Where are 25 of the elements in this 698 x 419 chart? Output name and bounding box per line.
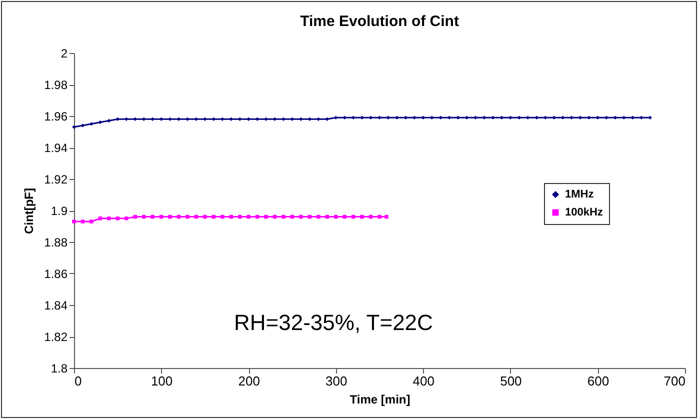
y-tick-label: 1.92 [44, 172, 68, 186]
x-tick-label: 500 [500, 374, 522, 388]
x-tick-label: 400 [412, 374, 434, 388]
legend-label: 100kHz [565, 206, 604, 218]
y-tick-label: 1.8 [50, 362, 68, 376]
y-tick-label: 1.9 [50, 204, 68, 218]
y-tick-label: 1.86 [44, 267, 68, 281]
x-axis-title: Time [min] [350, 392, 410, 406]
y-tick-label: 1.96 [44, 110, 68, 124]
x-tick-label: 600 [587, 374, 610, 388]
x-tick-label: 0 [74, 374, 82, 388]
x-tick-label: 700 [664, 374, 686, 388]
y-tick-label: 1.94 [44, 141, 68, 155]
legend-label: 1MHz [565, 188, 594, 200]
chart-title: Time Evolution of Cint [300, 13, 459, 30]
y-tick-label: 1.88 [44, 236, 68, 250]
annotation: RH=32-35%, T=22C [234, 310, 434, 335]
x-tick-label: 100 [150, 374, 173, 388]
y-tick-label: 2 [60, 46, 68, 60]
y-tick-label: 1.82 [44, 330, 68, 344]
y-axis-title: Cint[pF] [22, 188, 36, 234]
x-tick-label: 200 [238, 374, 260, 388]
y-tick-label: 1.84 [44, 298, 68, 312]
y-tick-label: 1.98 [44, 78, 68, 92]
x-tick-label: 300 [326, 374, 348, 388]
